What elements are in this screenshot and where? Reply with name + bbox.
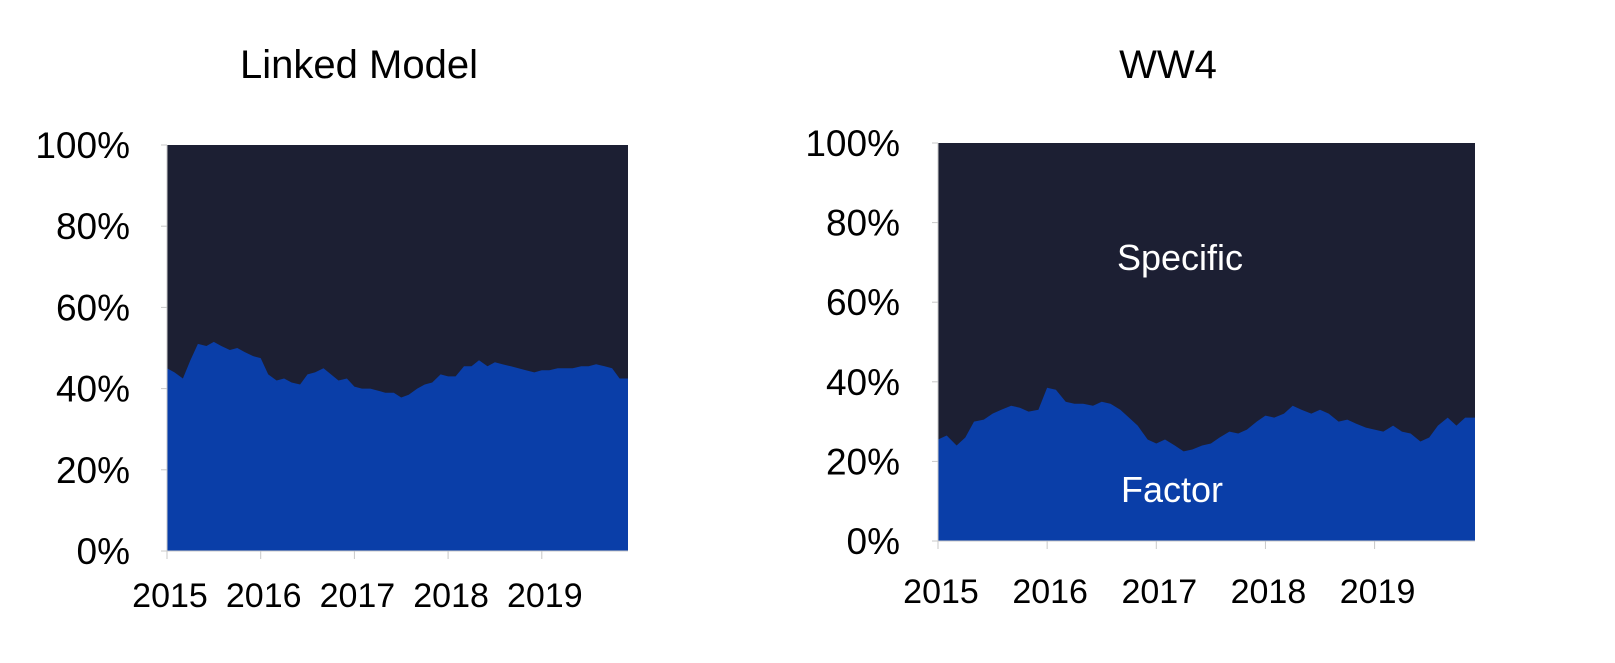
plot-area (938, 143, 1475, 541)
y-tick-label: 80% (56, 206, 130, 247)
series-area-factor (167, 341, 628, 551)
y-axis: 0% 20% 40% 60% 80% 100% (805, 123, 939, 562)
series-area-factor (938, 387, 1475, 541)
factor-area-label: Factor (1121, 469, 1223, 510)
y-axis: 0% 20% 40% 60% 80% 100% (35, 125, 168, 572)
x-tick-label: 2019 (507, 577, 583, 615)
x-tick-label: 2018 (1231, 573, 1307, 611)
specific-area-label: Specific (1117, 237, 1243, 278)
y-tick-label: 40% (56, 369, 130, 410)
y-tick-label: 60% (56, 287, 130, 328)
chart-title: WW4 (1119, 43, 1217, 87)
x-tick-label: 2019 (1340, 573, 1416, 611)
x-tick-label: 2015 (132, 577, 208, 615)
y-tick-label: 0% (77, 531, 130, 572)
x-tick-label: 2018 (413, 577, 489, 615)
y-tick-label: 100% (35, 125, 130, 166)
x-tick-label: 2015 (903, 573, 979, 611)
chart-ww4: WW4 0%20%40%60%80%100% 2015 2016 2017 2018 2… (805, 43, 1475, 611)
x-tick-label: 2017 (1121, 573, 1197, 611)
chart-linked-model: Linked Model 0% 20% 40% 60% 80% 100% 2015 2016… (35, 43, 628, 615)
y-tick-label: 40% (826, 362, 900, 403)
x-axis: 2015 2016 2017 2018 2019 (903, 540, 1475, 611)
y-tick-label: 100% (805, 123, 900, 164)
x-tick-label: 2016 (1012, 573, 1088, 611)
y-tick-label: 80% (826, 203, 900, 244)
x-axis: 2015 2016 2017 2018 2019 (132, 550, 628, 615)
y-tick-label: 20% (826, 441, 900, 482)
chart-title: Linked Model (240, 43, 478, 87)
y-tick-label: 20% (56, 450, 130, 491)
plot-area (167, 145, 628, 551)
y-tick-label: 60% (826, 282, 900, 323)
x-tick-label: 2016 (226, 577, 302, 615)
x-tick-label: 2017 (320, 577, 396, 615)
y-tick-label: 0% (847, 521, 900, 562)
